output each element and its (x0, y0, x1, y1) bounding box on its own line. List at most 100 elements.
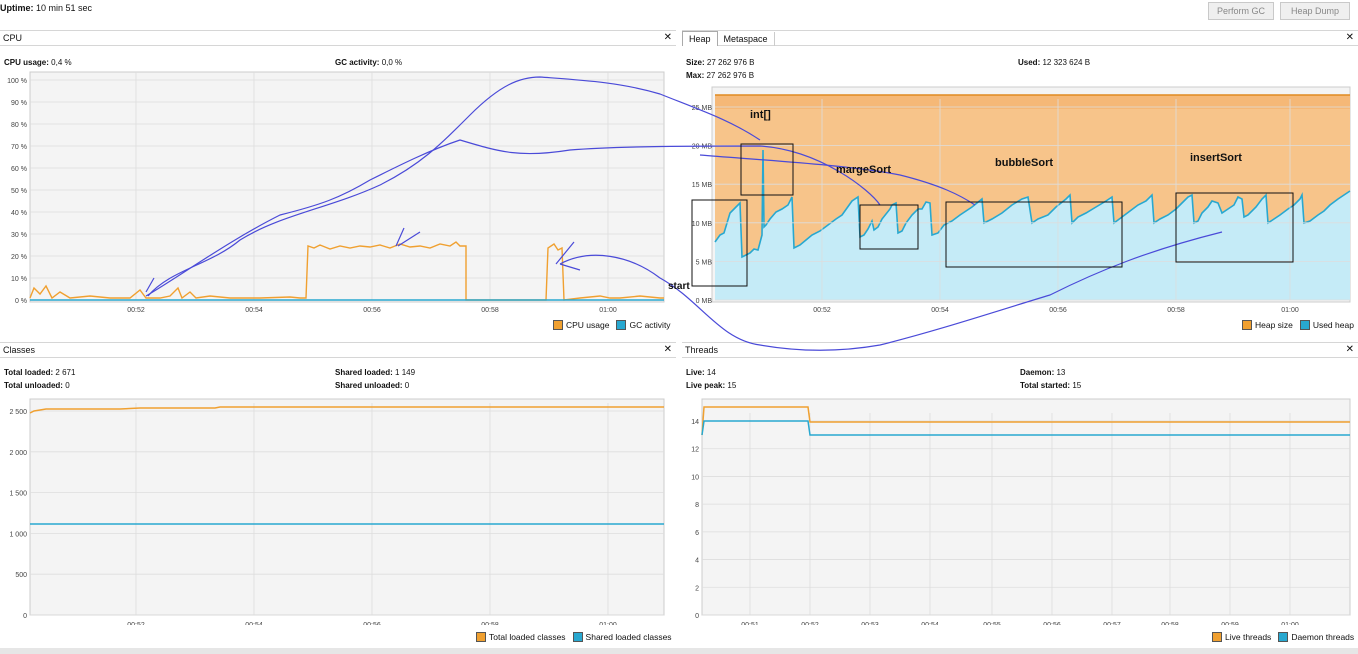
y-tick-label: 50 % (11, 188, 27, 195)
daemon-value: 13 (1056, 368, 1066, 377)
status-bar (0, 648, 1358, 654)
x-tick-label: 00:56 (1049, 307, 1067, 312)
cpu-panel-header: CPU ✕ (0, 30, 676, 46)
live-label: Live: (686, 368, 705, 377)
x-tick-label: 00:54 (245, 622, 263, 625)
total-unloaded-label: Total unloaded: (4, 381, 63, 390)
heap-max-value: 27 262 976 B (706, 71, 755, 80)
y-tick-label: 100 % (7, 78, 27, 85)
total-loaded-label: Total loaded: (4, 368, 54, 377)
cpu-usage-stat: CPU usage: 0,4 % (4, 58, 72, 67)
x-tick-label: 00:56 (363, 622, 381, 625)
cpu-usage-label: CPU usage: (4, 58, 49, 67)
cpu-usage-value: 0,4 % (51, 58, 72, 67)
threads-legend: Live threads Daemon threads (1212, 632, 1354, 642)
heap-size-value: 27 262 976 B (706, 58, 755, 67)
threads-panel-title: Threads (685, 345, 719, 355)
live-peak-value: 15 (727, 381, 737, 390)
total-started-label: Total started: (1020, 381, 1071, 390)
classes-legend: Total loaded classes Shared loaded class… (476, 632, 672, 642)
tab-heap[interactable]: Heap (682, 31, 718, 46)
gc-activity-swatch (616, 320, 627, 330)
live-threads-swatch (1212, 632, 1222, 642)
y-tick-label: 25 MB (692, 105, 713, 112)
y-tick-label: 12 (691, 447, 699, 454)
live-stat: Live: 14 (686, 368, 716, 377)
total-loaded-stat: Total loaded: 2 671 (4, 368, 75, 377)
heap-used-value: 12 323 624 B (1042, 58, 1091, 67)
shared-unloaded-value: 0 (404, 381, 410, 390)
daemon-threads-line (701, 420, 1350, 436)
y-tick-label: 6 (695, 530, 699, 537)
x-tick-label: 00:58 (1167, 307, 1185, 312)
heap-dump-button[interactable]: Heap Dump (1280, 2, 1350, 20)
live-value: 14 (706, 368, 716, 377)
heap-size-swatch (1242, 320, 1252, 330)
live-threads-line (701, 406, 1350, 436)
y-tick-label: 10 % (11, 276, 27, 283)
cpu-panel: CPU ✕ CPU usage: 0,4 % GC activity: 0,0 … (0, 30, 676, 336)
close-icon[interactable]: ✕ (663, 344, 672, 355)
x-tick-label: 00:58 (1161, 622, 1179, 625)
x-tick-label: 01:00 (599, 622, 617, 625)
daemon-threads-swatch (1278, 632, 1289, 642)
y-tick-label: 30 % (11, 232, 27, 239)
threads-panel: Threads ✕ Live: 14 Live peak: 15 Daemon:… (682, 342, 1358, 648)
y-tick-label: 10 MB (692, 221, 713, 228)
cpu-usage-swatch (553, 320, 563, 330)
y-tick-label: 5 MB (696, 259, 713, 266)
cpu-legend-gc: GC activity (629, 320, 671, 330)
daemon-stat: Daemon: 13 (1020, 368, 1065, 377)
tab-metaspace[interactable]: Metaspace (718, 32, 775, 46)
y-tick-label: 0 MB (696, 298, 713, 305)
close-icon[interactable]: ✕ (663, 32, 672, 43)
cpu-panel-title: CPU (3, 33, 23, 43)
x-tick-label: 00:54 (245, 307, 263, 312)
x-tick-label: 01:00 (1281, 307, 1299, 312)
y-tick-label: 0 (23, 613, 27, 620)
gc-activity-value: 0,0 % (381, 58, 403, 67)
y-tick-label: 2 (695, 585, 699, 592)
heap-used-stat: Used: 12 323 624 B (1018, 58, 1090, 67)
y-tick-label: 0 (695, 613, 699, 620)
heap-chart: 25 MB 20 MB 15 MB 10 MB 5 MB 0 MB 00:52 00:54 00… (692, 86, 1351, 312)
x-tick-label: 00:59 (1221, 622, 1239, 625)
y-tick-label: 2 000 (9, 450, 27, 457)
close-icon[interactable]: ✕ (1345, 32, 1354, 43)
shared-loaded-swatch (572, 632, 583, 642)
heap-used-label: Used: (1018, 58, 1041, 67)
y-tick-label: 1 000 (9, 531, 27, 538)
y-tick-label: 60 % (11, 166, 27, 173)
y-tick-label: 70 % (11, 144, 27, 151)
close-icon[interactable]: ✕ (1345, 344, 1354, 355)
classes-panel-header: Classes ✕ (0, 342, 676, 358)
y-tick-label: 90 % (11, 100, 27, 107)
used-heap-swatch (1299, 320, 1310, 330)
x-tick-label: 00:52 (801, 622, 819, 625)
x-tick-label: 00:52 (813, 307, 831, 312)
y-tick-label: 10 (691, 474, 699, 481)
shared-loaded-value: 1 149 (395, 368, 416, 377)
uptime-value: 10 min 51 sec (36, 3, 93, 13)
shared-loaded-label: Shared loaded: (335, 368, 393, 377)
x-tick-label: 01:00 (1281, 622, 1299, 625)
shared-loaded-stat: Shared loaded: 1 149 (335, 368, 415, 377)
total-unloaded-stat: Total unloaded: 0 (4, 381, 70, 390)
cpu-chart: 100 % 90 % 80 % 70 % 60 % 50 % 40 % 30 % 20 % 10 … (7, 71, 665, 312)
classes-legend-shared: Shared loaded classes (585, 632, 672, 642)
x-tick-label: 00:52 (127, 622, 145, 625)
heap-panel: Heap Metaspace ✕ Size: 27 262 976 B Max: … (682, 30, 1358, 336)
y-tick-label: 14 (691, 419, 699, 426)
heap-max-label: Max: (686, 71, 705, 80)
heap-max-stat: Max: 27 262 976 B (686, 71, 754, 80)
x-tick-label: 00:54 (921, 622, 939, 625)
x-tick-label: 00:52 (127, 307, 145, 312)
x-tick-label: 00:57 (1103, 622, 1121, 625)
y-tick-label: 2 500 (9, 409, 27, 416)
y-tick-label: 20 MB (692, 144, 713, 151)
perform-gc-button[interactable]: Perform GC (1208, 2, 1274, 20)
heap-legend: Heap size Used heap (1242, 320, 1354, 330)
y-tick-label: 15 MB (692, 182, 713, 189)
heap-size-label: Size: (686, 58, 705, 67)
threads-legend-daemon: Daemon threads (1291, 632, 1355, 642)
